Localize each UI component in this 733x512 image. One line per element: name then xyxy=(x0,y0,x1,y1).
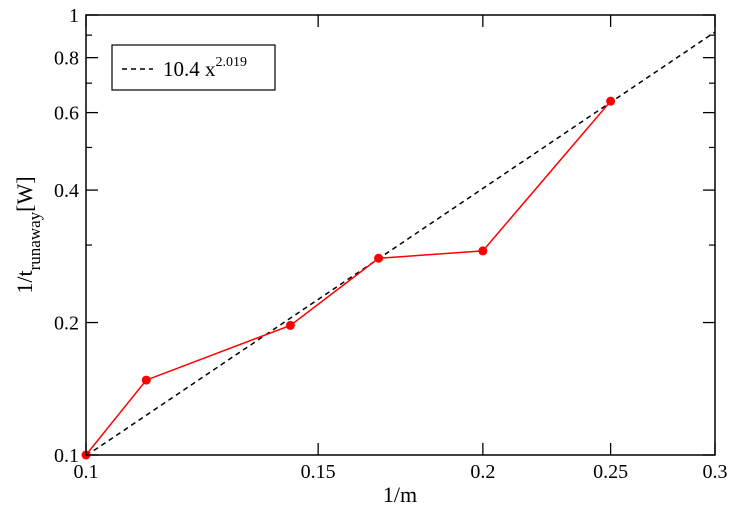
data-point xyxy=(478,246,488,256)
y-tick-label: 0.6 xyxy=(54,103,79,125)
x-tick-label: 0.25 xyxy=(593,461,628,483)
y-tick-label: 0.2 xyxy=(54,313,79,335)
x-tick-label: 0.1 xyxy=(74,461,99,483)
data-point xyxy=(374,253,384,263)
data-point xyxy=(141,375,151,385)
ticks: 0.1 0.15 0.2 0.25 0.3 0.1 0.2 0.4 0.6 0.8 1 xyxy=(54,5,728,483)
svg-text:1/trunaway[W]: 1/trunaway[W] xyxy=(12,176,44,293)
y-tick-label: 0.1 xyxy=(54,445,79,467)
y-axis-title: 1/trunaway[W] xyxy=(12,176,44,293)
x-tick-label: 0.3 xyxy=(703,461,728,483)
y-tick-label: 0.8 xyxy=(54,48,79,70)
plot-frame xyxy=(85,14,716,456)
x-tick-label: 0.15 xyxy=(301,461,336,483)
data-line xyxy=(85,100,612,456)
y-tick-label: 1 xyxy=(69,5,79,27)
legend-box xyxy=(111,44,276,91)
data-point xyxy=(285,320,295,330)
x-tick-label: 0.2 xyxy=(470,461,495,483)
series xyxy=(81,31,716,460)
data-point xyxy=(606,96,616,106)
legend: 10.4 x2.019 xyxy=(111,44,276,91)
legend-label-fit: 10.4 x2.019 xyxy=(163,55,247,81)
x-axis-title: 1/m xyxy=(383,482,417,507)
y-tick-label: 0.4 xyxy=(54,180,79,202)
